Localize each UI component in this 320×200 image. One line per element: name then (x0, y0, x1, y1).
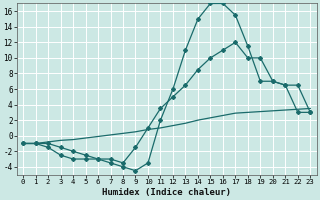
X-axis label: Humidex (Indice chaleur): Humidex (Indice chaleur) (102, 188, 231, 197)
